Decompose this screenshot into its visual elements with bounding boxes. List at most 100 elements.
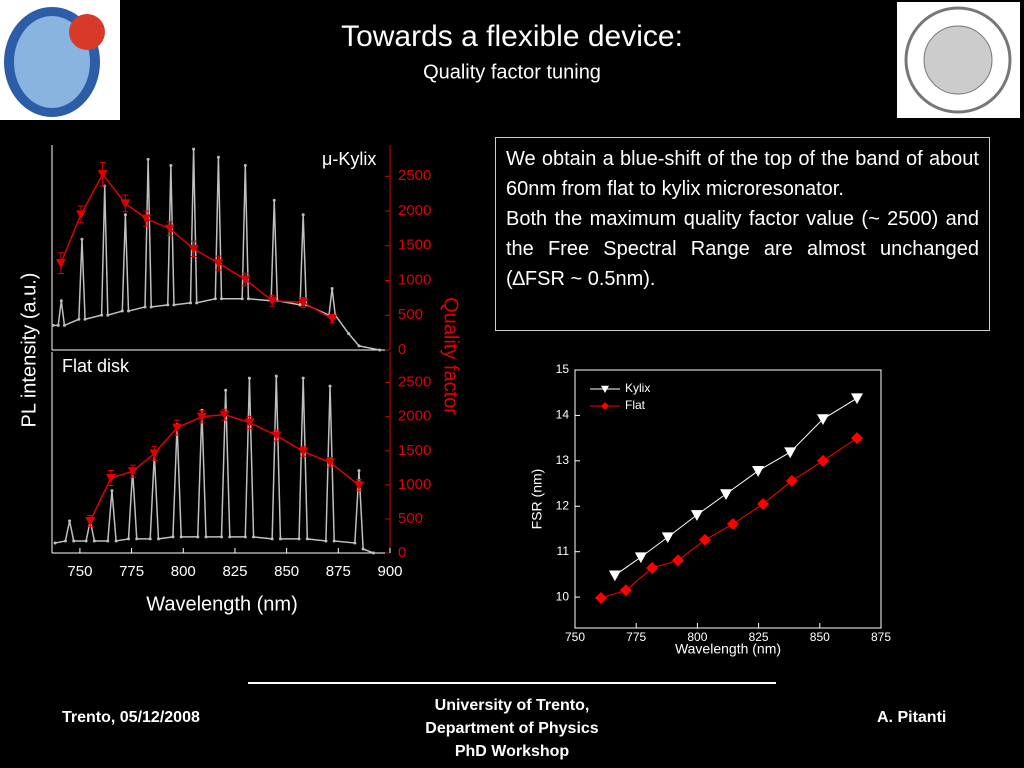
marker [228,535,232,539]
marker [149,449,160,459]
marker [267,296,278,306]
marker [127,467,138,477]
series-line [89,413,360,522]
marker [361,547,365,551]
marker [371,551,375,555]
marker [126,309,130,313]
marker [196,535,200,539]
marker [784,447,797,459]
marker [752,466,765,477]
marker [83,317,87,321]
y2-tick-label: 0 [398,341,406,358]
y-axis-label: FSR (nm) [529,469,545,530]
marker [179,535,183,539]
marker [220,535,224,539]
marker [172,423,183,433]
series-line [600,437,858,599]
marker [243,164,247,167]
x-tick-label: 900 [377,563,402,580]
marker [278,537,282,541]
series-line [53,149,380,351]
x-tick-label: 825 [749,630,769,644]
marker [196,412,207,422]
legend-label: Flat [625,398,646,412]
marker [247,376,251,380]
marker [298,303,302,307]
marker [80,237,84,241]
marker [328,384,332,388]
marker [252,535,256,539]
marker [85,516,96,526]
y2-tick-label: 2000 [398,202,431,219]
marker [301,213,305,217]
footer-center: University of Trento, Department of Phys… [362,694,662,763]
x-tick-label: 750 [67,563,92,580]
x-tick-label: 775 [626,630,646,644]
marker [189,301,193,305]
marker [347,332,351,336]
marker [123,213,127,217]
marker [106,313,110,317]
marker [646,562,659,575]
x-tick-label: 850 [810,630,830,644]
marker [305,537,309,541]
marker [690,510,703,521]
marker [297,537,301,541]
marker [148,537,152,541]
marker [156,537,160,541]
marker [204,535,208,539]
series-line [60,172,333,320]
marker [594,592,607,605]
marker [213,297,217,301]
marker [757,497,770,510]
marker [274,374,278,378]
marker [619,584,632,597]
marker [353,481,364,491]
marker [97,170,108,180]
marker [68,519,72,523]
marker [353,541,357,545]
y-tick-label: 11 [557,544,570,558]
footer-line: PhD Workshop [454,743,570,760]
marker [246,297,250,301]
y2-tick-label: 1500 [398,442,431,459]
marker [720,489,733,501]
marker [216,155,220,159]
marker [55,259,66,269]
y2-tick-label: 0 [398,544,406,561]
marker [330,287,334,290]
x-tick-label: 875 [871,630,891,644]
paragraph: Both the maximum quality factor value (~… [506,208,979,290]
marker [726,517,739,530]
marker [135,537,139,541]
marker [141,214,152,224]
plot-frame [574,369,882,629]
series-line [614,397,858,576]
y-tick-label: 15 [556,362,570,376]
marker [698,533,711,546]
x-tick-label: 825 [222,563,247,580]
x-tick-label: 875 [326,563,351,580]
y2-tick-label: 1000 [398,271,431,288]
paragraph: We obtain a blue-shift of the top of the… [506,148,979,200]
marker [56,323,60,327]
marker [601,385,609,393]
marker [220,297,224,301]
marker [224,388,228,392]
marker [164,224,175,234]
series-line [54,376,374,554]
footer-left: Trento, 05/12/2008 [62,709,200,726]
marker [143,305,147,309]
marker [243,535,247,539]
marker [634,552,647,564]
marker [272,198,276,202]
x-tick-label: 800 [687,630,707,644]
marker [298,298,309,308]
marker [53,541,57,545]
marker [240,275,251,285]
marker [120,309,124,313]
marker [169,164,173,167]
x-tick-label: 775 [119,563,144,580]
marker [357,344,361,348]
